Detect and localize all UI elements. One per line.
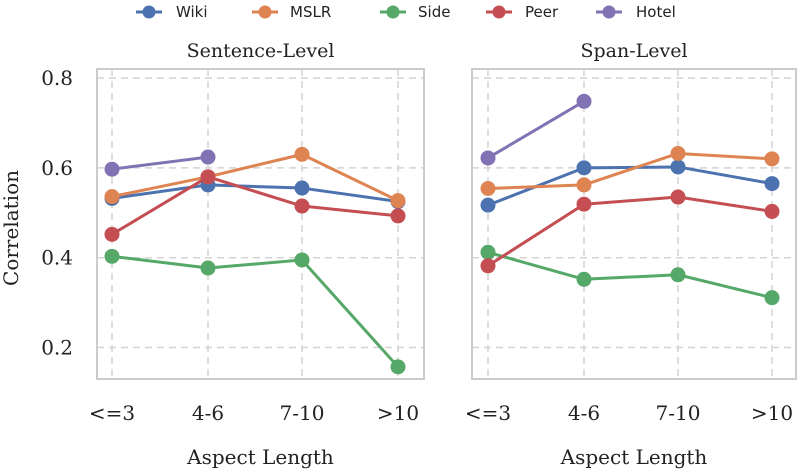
x-tick-label: <=3 bbox=[89, 401, 135, 425]
data-point-peer bbox=[480, 258, 496, 274]
series-line-side bbox=[111, 254, 400, 368]
legend-label-hotel: Hotel bbox=[636, 3, 676, 21]
plot-frame bbox=[96, 68, 425, 380]
plot-frame bbox=[471, 68, 797, 380]
series-line-mslr bbox=[487, 151, 773, 191]
data-point-peer bbox=[764, 203, 780, 219]
data-point-wiki bbox=[576, 160, 592, 176]
data-point-side bbox=[390, 359, 406, 375]
legend-label-peer: Peer bbox=[525, 3, 559, 21]
series-line-peer bbox=[111, 175, 399, 236]
data-point-side bbox=[576, 271, 592, 287]
y-tick-label: 0.6 bbox=[41, 156, 73, 180]
x-tick-label: >10 bbox=[751, 401, 793, 425]
data-point-side bbox=[200, 260, 216, 276]
legend-marker-mslr bbox=[258, 5, 272, 19]
x-axis-label: Aspect Length bbox=[186, 445, 334, 469]
legend-marker-wiki bbox=[142, 5, 156, 19]
x-tick-label: 7-10 bbox=[656, 401, 701, 425]
series-line-wiki bbox=[111, 183, 399, 204]
data-point-mslr bbox=[294, 146, 310, 162]
data-point-hotel bbox=[480, 150, 496, 166]
x-tick-label: 7-10 bbox=[280, 401, 325, 425]
data-point-mslr bbox=[576, 177, 592, 193]
legend-marker-side bbox=[386, 5, 400, 19]
legend: Wiki MSLR Side Peer Hotel bbox=[136, 3, 676, 21]
legend-label-wiki: Wiki bbox=[176, 3, 208, 21]
data-point-mslr bbox=[480, 181, 496, 197]
data-point-mslr bbox=[390, 193, 406, 209]
legend-label-side: Side bbox=[418, 3, 450, 21]
data-point-mslr bbox=[104, 189, 120, 205]
data-point-hotel bbox=[104, 161, 120, 177]
legend-marker-hotel bbox=[602, 5, 616, 19]
data-point-peer bbox=[670, 189, 686, 205]
y-tick-label: 0.2 bbox=[41, 336, 73, 360]
data-point-peer bbox=[200, 169, 216, 185]
y-axis-label: Correlation bbox=[0, 170, 23, 286]
legend-label-mslr: MSLR bbox=[290, 3, 331, 21]
series-line-hotel bbox=[111, 155, 209, 171]
panel-sentence-level: Sentence-Level 0.2 0.4 0.6 0.8 <=3 4-6 7-10 >10 A… bbox=[41, 40, 425, 469]
data-point-wiki bbox=[764, 176, 780, 192]
data-point-mslr bbox=[670, 145, 686, 161]
y-tick-label: 0.4 bbox=[41, 246, 73, 270]
x-tick-label: 4-6 bbox=[568, 401, 600, 425]
x-tick-label: >10 bbox=[377, 401, 419, 425]
data-point-side bbox=[670, 267, 686, 283]
data-point-hotel bbox=[200, 149, 216, 165]
x-axis-label: Aspect Length bbox=[560, 445, 708, 469]
panel-span-level: Span-Level <=3 4-6 7-10 >10 Aspect Length bbox=[465, 40, 797, 469]
panel-title: Span-Level bbox=[580, 40, 687, 62]
legend-marker-peer bbox=[492, 5, 506, 19]
data-point-mslr bbox=[764, 151, 780, 167]
x-tick-label: 4-6 bbox=[192, 401, 224, 425]
data-point-hotel bbox=[576, 93, 592, 109]
y-tick-label: 0.8 bbox=[41, 66, 73, 90]
series-line-hotel bbox=[487, 100, 585, 160]
data-point-wiki bbox=[670, 159, 686, 175]
series-line-mslr bbox=[111, 152, 399, 202]
data-point-peer bbox=[576, 196, 592, 212]
series-line-side bbox=[487, 250, 773, 300]
panel-title: Sentence-Level bbox=[187, 40, 335, 62]
data-point-side bbox=[764, 290, 780, 306]
data-point-peer bbox=[104, 226, 120, 242]
data-point-wiki bbox=[480, 197, 496, 213]
data-point-peer bbox=[390, 208, 406, 224]
data-point-peer bbox=[294, 198, 310, 214]
series-line-peer bbox=[487, 195, 773, 268]
data-point-side bbox=[480, 244, 496, 260]
x-tick-label: <=3 bbox=[465, 401, 511, 425]
data-point-side bbox=[294, 252, 310, 268]
data-point-wiki bbox=[294, 180, 310, 196]
data-point-side bbox=[104, 248, 120, 264]
